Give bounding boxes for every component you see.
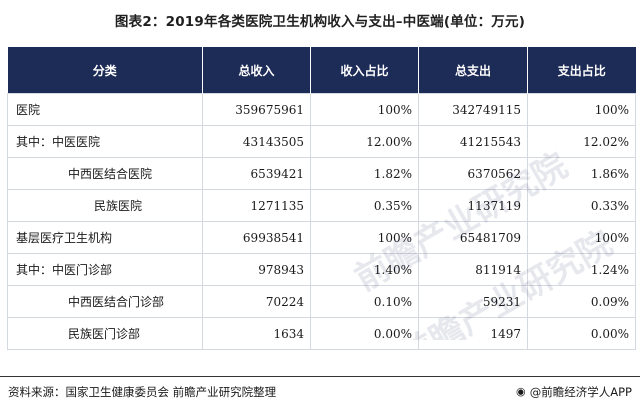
- cell-total-expense: 1497: [418, 317, 528, 350]
- table-row: 其中：中医门诊部 978943 1.40% 811914 1.24%: [7, 253, 636, 286]
- cell-income-share: 0.10%: [310, 285, 419, 318]
- cell-income-share: 100%: [310, 93, 419, 126]
- cell-income-share: 0.35%: [310, 189, 419, 222]
- cell-category: 其中：中医医院: [7, 125, 203, 158]
- cell-total-expense: 342749115: [418, 93, 528, 126]
- cell-category: 中西医结合医院: [7, 157, 203, 190]
- table-row: 中西医结合门诊部 70224 0.10% 59231 0.09%: [7, 285, 636, 318]
- cell-expense-share: 1.24%: [527, 253, 636, 286]
- data-table-container: 分类 总收入 收入占比 总支出 支出占比 医院 359675961 100% 3427…: [7, 47, 636, 350]
- table-header: 分类 总收入 收入占比 总支出 支出占比: [7, 47, 636, 94]
- cell-category: 中西医结合门诊部: [7, 285, 203, 318]
- cell-total-income: 70224: [202, 285, 311, 318]
- cell-expense-share: 0.00%: [527, 317, 636, 350]
- cell-income-share: 12.00%: [310, 125, 419, 158]
- cell-category: 民族医院: [7, 189, 203, 222]
- cell-expense-share: 0.09%: [527, 285, 636, 318]
- cell-income-share: 100%: [310, 221, 419, 254]
- header-income-share: 收入占比: [310, 47, 419, 94]
- cell-total-income: 978943: [202, 253, 311, 286]
- cell-category: 其中：中医门诊部: [7, 253, 203, 286]
- figure-title: 图表2：2019年各类医院卫生机构收入与支出–中医端(单位：万元): [114, 14, 526, 30]
- cell-expense-share: 100%: [527, 93, 636, 126]
- header-total-income: 总收入: [202, 47, 311, 94]
- eye-logo-icon: ◉: [515, 385, 526, 398]
- cell-expense-share: 1.86%: [527, 157, 636, 190]
- cell-total-income: 1271135: [202, 189, 311, 222]
- cell-total-expense: 811914: [418, 253, 528, 286]
- cell-income-share: 1.40%: [310, 253, 419, 286]
- cell-total-expense: 6370562: [418, 157, 528, 190]
- cell-category: 民族医门诊部: [7, 317, 203, 350]
- cell-total-income: 43143505: [202, 125, 311, 158]
- table-row: 民族医院 1271135 0.35% 1137119 0.33%: [7, 189, 636, 222]
- cell-total-income: 69938541: [202, 221, 311, 254]
- cell-expense-share: 100%: [527, 221, 636, 254]
- brand-label: @前瞻经济学人APP: [529, 385, 632, 399]
- cell-category: 医院: [7, 93, 203, 126]
- table-row: 医院 359675961 100% 342749115 100%: [7, 93, 636, 126]
- cell-total-expense: 1137119: [418, 189, 528, 222]
- table-row: 民族医门诊部 1634 0.00% 1497 0.00%: [7, 317, 636, 350]
- cell-income-share: 1.82%: [310, 157, 419, 190]
- table-row: 其中：中医医院 43143505 12.00% 41215543 12.02%: [7, 125, 636, 158]
- footer-divider: [0, 376, 640, 377]
- header-row: 分类 总收入 收入占比 总支出 支出占比: [7, 47, 636, 94]
- table-row: 基层医疗卫生机构 69938541 100% 65481709 100%: [7, 221, 636, 254]
- table-row: 中西医结合医院 6539421 1.82% 6370562 1.86%: [7, 157, 636, 190]
- header-total-expense: 总支出: [418, 47, 528, 94]
- cell-expense-share: 12.02%: [527, 125, 636, 158]
- cell-total-expense: 41215543: [418, 125, 528, 158]
- table-body: 医院 359675961 100% 342749115 100% 其中：中医医院 43143…: [7, 93, 636, 350]
- cell-total-income: 6539421: [202, 157, 311, 190]
- cell-income-share: 0.00%: [310, 317, 419, 350]
- header-expense-share: 支出占比: [527, 47, 636, 94]
- cell-total-income: 1634: [202, 317, 311, 350]
- cell-total-expense: 59231: [418, 285, 528, 318]
- cell-total-expense: 65481709: [418, 221, 528, 254]
- data-table: 分类 总收入 收入占比 总支出 支出占比 医院 359675961 100% 3427…: [7, 47, 636, 350]
- source-note: 资料来源：国家卫生健康委员会 前瞻产业研究院整理: [8, 385, 277, 399]
- header-category: 分类: [7, 47, 203, 94]
- cell-category: 基层医疗卫生机构: [7, 221, 203, 254]
- cell-expense-share: 0.33%: [527, 189, 636, 222]
- cell-total-income: 359675961: [202, 93, 311, 126]
- brand-credit: ◉ @前瞻经济学人APP: [515, 384, 632, 400]
